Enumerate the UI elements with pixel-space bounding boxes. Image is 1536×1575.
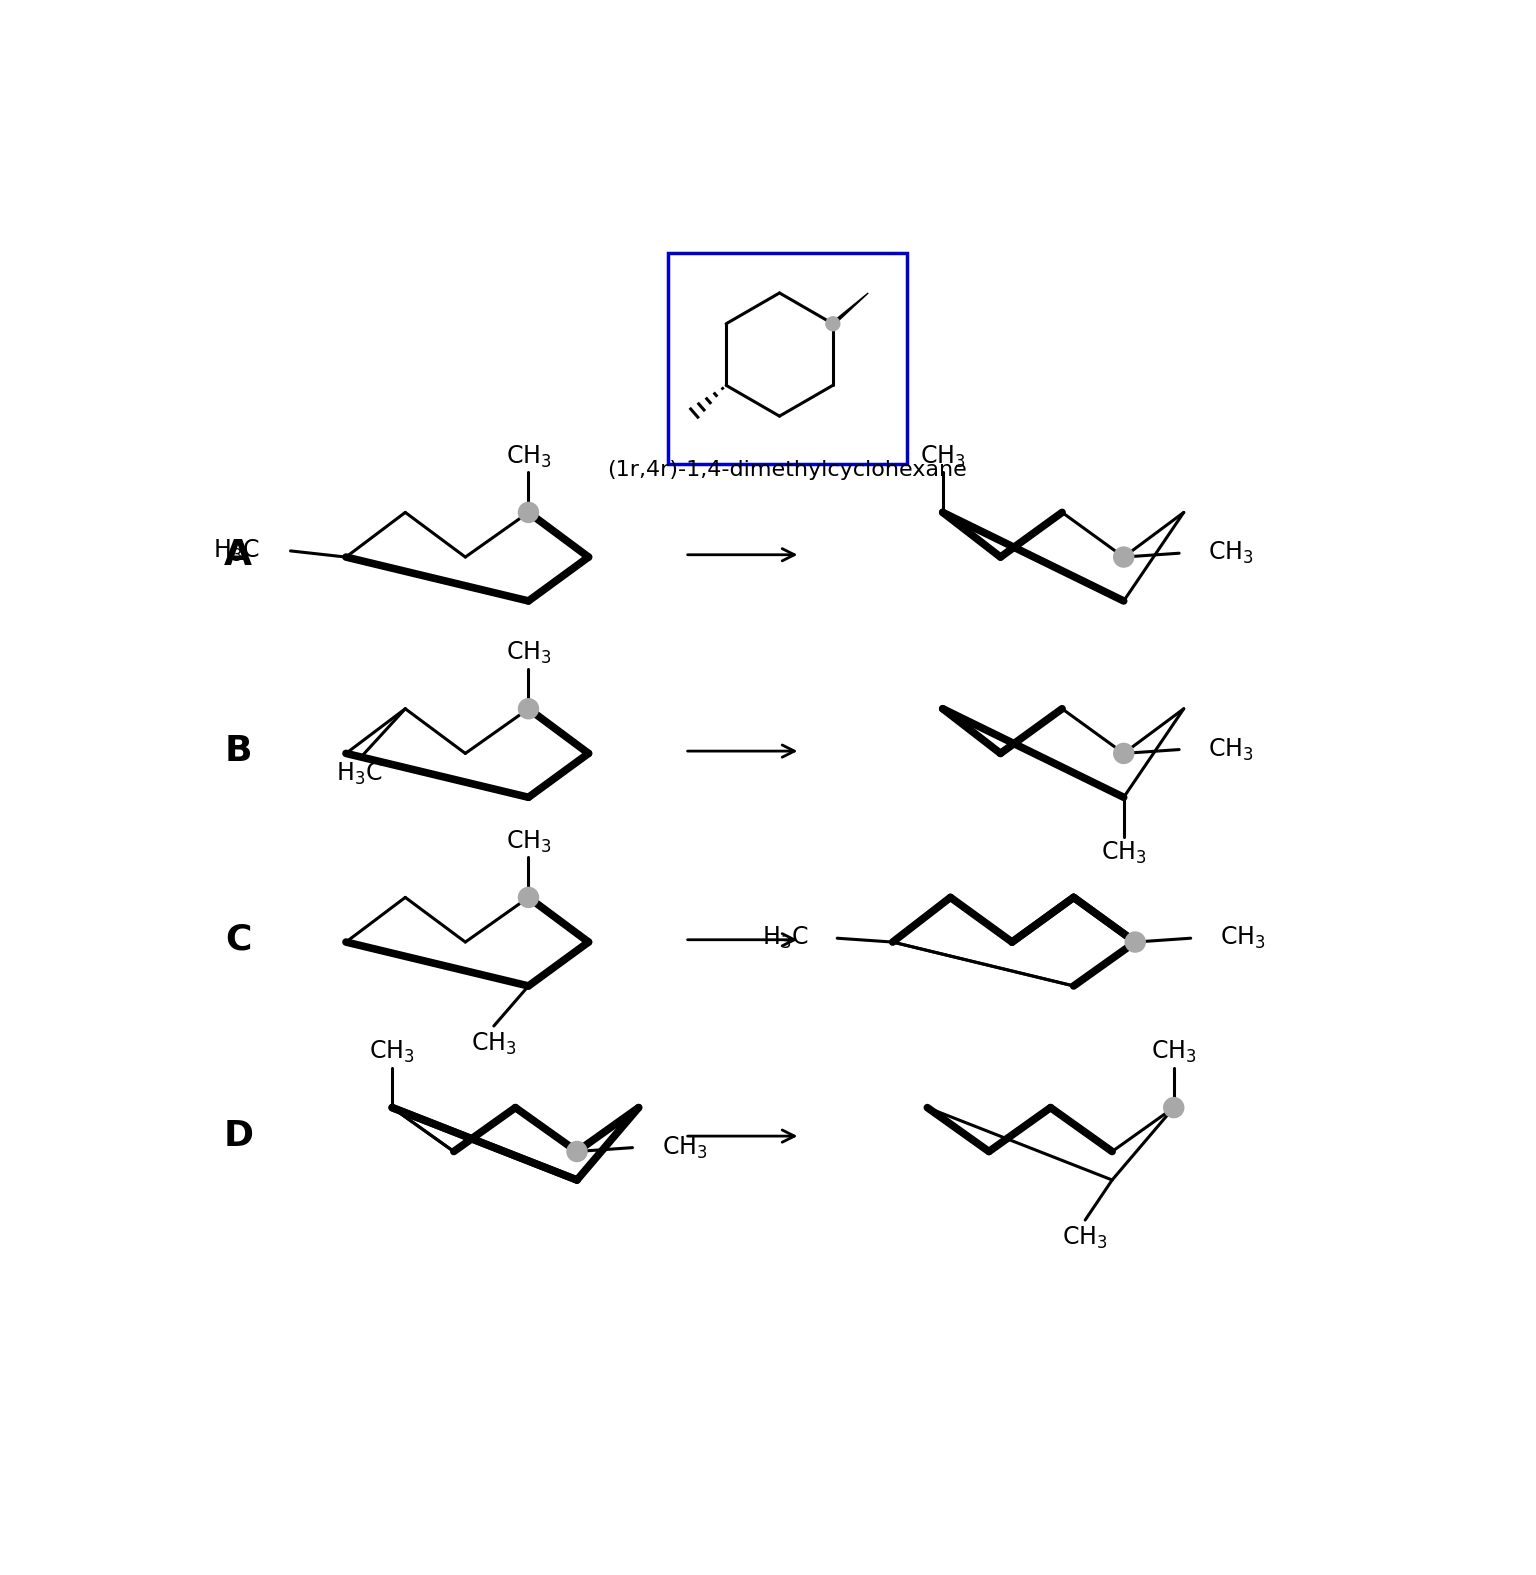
Text: H$_3$C: H$_3$C bbox=[336, 761, 382, 788]
Text: CH$_3$: CH$_3$ bbox=[1209, 540, 1253, 567]
Circle shape bbox=[1126, 932, 1146, 951]
Circle shape bbox=[567, 1142, 587, 1161]
Circle shape bbox=[519, 887, 539, 907]
Text: H$_3$C: H$_3$C bbox=[214, 537, 260, 564]
Circle shape bbox=[519, 502, 539, 523]
Text: CH$_3$: CH$_3$ bbox=[369, 1040, 415, 1065]
Circle shape bbox=[1114, 547, 1134, 567]
Text: CH$_3$: CH$_3$ bbox=[920, 444, 966, 469]
Text: C: C bbox=[224, 923, 252, 956]
Text: D: D bbox=[223, 1120, 253, 1153]
Text: CH$_3$: CH$_3$ bbox=[505, 444, 551, 469]
Text: CH$_3$: CH$_3$ bbox=[1150, 1040, 1197, 1065]
Text: CH$_3$: CH$_3$ bbox=[1220, 925, 1266, 951]
Circle shape bbox=[826, 317, 840, 331]
Text: CH$_3$: CH$_3$ bbox=[505, 639, 551, 666]
Polygon shape bbox=[831, 293, 868, 324]
Text: CH$_3$: CH$_3$ bbox=[1101, 839, 1146, 866]
Bar bbox=[668, 252, 906, 465]
Text: CH$_3$: CH$_3$ bbox=[472, 1030, 516, 1057]
Circle shape bbox=[1114, 743, 1134, 764]
Circle shape bbox=[1164, 1098, 1184, 1118]
Circle shape bbox=[519, 699, 539, 718]
Text: H$_3$C: H$_3$C bbox=[762, 925, 808, 951]
Text: (1r,4r)-1,4-dimethylcyclohexane: (1r,4r)-1,4-dimethylcyclohexane bbox=[607, 460, 968, 480]
Text: CH$_3$: CH$_3$ bbox=[662, 1134, 707, 1161]
Text: CH$_3$: CH$_3$ bbox=[505, 828, 551, 855]
Text: CH$_3$: CH$_3$ bbox=[1063, 1225, 1107, 1251]
Text: B: B bbox=[224, 734, 252, 769]
Text: CH$_3$: CH$_3$ bbox=[1209, 737, 1253, 762]
Text: A: A bbox=[224, 537, 252, 572]
